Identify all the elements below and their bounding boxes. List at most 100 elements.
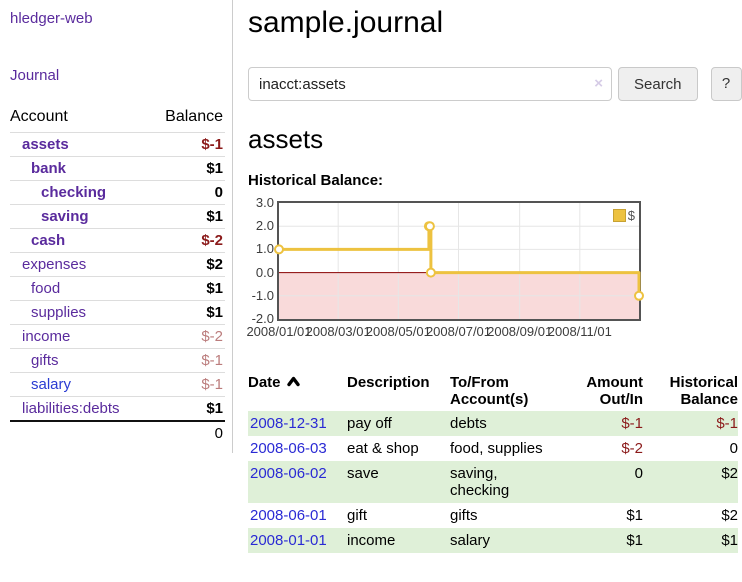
accounts-header-row: Account Balance: [10, 104, 225, 133]
transaction-balance: $1: [721, 532, 738, 549]
account-balance: 0: [149, 180, 225, 205]
x-axis-tick-label: 2008/11/01: [547, 324, 612, 339]
x-axis-tick-label: 2008/01/01: [246, 324, 312, 339]
y-axis-tick-label: 3.0: [255, 195, 274, 210]
y-axis-tick-label: 2.0: [255, 218, 274, 234]
y-axis-tick-label: 1.0: [255, 241, 274, 257]
legend-swatch-icon: [612, 209, 626, 222]
account-link[interactable]: supplies: [31, 304, 87, 321]
account-balance: $-1: [149, 348, 225, 373]
transaction-amount: $-2: [621, 440, 643, 457]
transaction-date-link[interactable]: 2008-06-03: [250, 440, 327, 457]
account-link[interactable]: food: [31, 280, 61, 297]
accounts-header-balance: Balance: [165, 108, 223, 125]
account-balance: $1: [149, 300, 225, 325]
chart-legend: $: [612, 208, 635, 223]
account-row-gifts: gifts $-1: [10, 348, 225, 373]
transaction-amount: 0: [634, 465, 643, 482]
register-row: 2008-06-03 eat & shop food, supplies $-2…: [248, 436, 738, 461]
accounts-total-row: 0: [10, 420, 225, 445]
account-balance: $-2: [149, 228, 225, 253]
account-row-salary: salary $-1: [10, 372, 225, 397]
x-axis-tick-label: 2008/09/01: [487, 324, 553, 339]
transaction-balance: 0: [729, 440, 738, 457]
transaction-description: eat & shop: [347, 440, 419, 457]
account-link[interactable]: income: [22, 328, 71, 345]
transaction-balance: $-1: [716, 415, 738, 432]
account-link[interactable]: assets: [22, 136, 69, 153]
register-header-date[interactable]: Date: [248, 371, 347, 411]
account-row-cash: cash $-2: [10, 228, 225, 253]
account-balance: $1: [149, 276, 225, 301]
register-header-accounts: To/From Account(s): [450, 374, 529, 408]
account-balance: $-1: [149, 372, 225, 397]
legend-label: $: [627, 208, 635, 223]
account-balance: $-1: [149, 132, 225, 157]
account-row-expenses: expenses $2: [10, 252, 225, 277]
transaction-date-link[interactable]: 2008-12-31: [250, 415, 327, 432]
search-input[interactable]: [248, 67, 612, 101]
register-table: Date Description To/From Account(s) Amou…: [248, 371, 738, 553]
page: hledger-web Journal Account Balance asse…: [0, 0, 742, 553]
transaction-amount: $-1: [621, 415, 643, 432]
clear-search-icon[interactable]: ×: [594, 75, 603, 92]
register-row: 2008-12-31 pay off debts $-1 $-1: [248, 411, 738, 436]
account-page-title: assets: [248, 124, 324, 154]
transaction-description: pay off: [347, 415, 392, 432]
y-axis-tick-label: -2.0: [251, 311, 274, 326]
transaction-accounts: debts: [450, 415, 487, 432]
sort-ascending-icon: [286, 374, 300, 391]
search-box: ×: [248, 67, 612, 101]
account-row-saving: saving $1: [10, 204, 225, 229]
account-row-food: food $1: [10, 276, 225, 301]
help-button[interactable]: ?: [710, 67, 742, 101]
register-row: 2008-01-01 income salary $1 $1: [248, 528, 738, 553]
account-link[interactable]: checking: [41, 184, 107, 201]
brand-link[interactable]: hledger-web: [10, 10, 93, 27]
account-row-checking: checking 0: [10, 180, 225, 205]
search-bar: × Search ?: [248, 67, 742, 101]
transaction-accounts: saving, checking: [450, 465, 510, 499]
account-row-supplies: supplies $1: [10, 300, 225, 325]
register-header-row: Date Description To/From Account(s) Amou…: [248, 371, 738, 411]
chart-caption: Historical Balance:: [248, 172, 384, 189]
transaction-amount: $1: [626, 532, 643, 549]
account-balance: $1: [149, 204, 225, 229]
transaction-accounts: food, supplies: [450, 440, 543, 457]
account-link[interactable]: cash: [31, 232, 66, 249]
x-axis-tick-label: 2008/07/01: [425, 324, 492, 339]
main-content: sample.journal × Search ? assets Histori…: [233, 0, 742, 553]
transaction-date-link[interactable]: 2008-01-01: [250, 532, 327, 549]
register-header-balance: Historical Balance: [669, 374, 738, 408]
accounts-header-account: Account: [10, 108, 68, 125]
account-row-income: income $-2: [10, 324, 225, 349]
transaction-balance: $2: [721, 507, 738, 524]
sidebar: hledger-web Journal Account Balance asse…: [0, 0, 233, 453]
register-row: 2008-06-02 save saving, checking 0 $2: [248, 461, 738, 503]
sidebar-item-journal[interactable]: Journal: [10, 67, 60, 84]
transaction-description: gift: [347, 507, 368, 524]
account-link[interactable]: gifts: [31, 352, 59, 369]
transaction-date-link[interactable]: 2008-06-01: [250, 507, 327, 524]
page-title: sample.journal: [248, 6, 444, 39]
account-row-bank: bank $1: [10, 156, 225, 181]
transaction-date-link[interactable]: 2008-06-02: [250, 465, 327, 482]
historical-balance-chart: $ 3.0 2.0 1.0 0.0 -1.0 -2.0 2008/01/01 2008/03…: [246, 195, 742, 341]
account-balance: $2: [149, 252, 225, 277]
transaction-balance: $2: [721, 465, 738, 482]
transaction-amount: $1: [626, 507, 643, 524]
register-header-description: Description: [347, 374, 430, 391]
account-balance: $-2: [149, 324, 225, 349]
y-axis-tick-label: -1.0: [251, 287, 274, 303]
transaction-accounts: gifts: [450, 507, 478, 524]
account-balance: $1: [149, 396, 225, 421]
account-link[interactable]: expenses: [22, 256, 87, 273]
account-link[interactable]: salary: [31, 376, 72, 393]
accounts-total-value: 0: [149, 420, 225, 445]
register-header-amount: Amount Out/In: [586, 374, 643, 408]
account-link[interactable]: bank: [31, 160, 67, 177]
account-balance: $1: [149, 156, 225, 181]
search-button[interactable]: Search: [618, 67, 698, 101]
account-link[interactable]: saving: [41, 208, 89, 225]
account-link[interactable]: liabilities:debts: [22, 400, 120, 417]
